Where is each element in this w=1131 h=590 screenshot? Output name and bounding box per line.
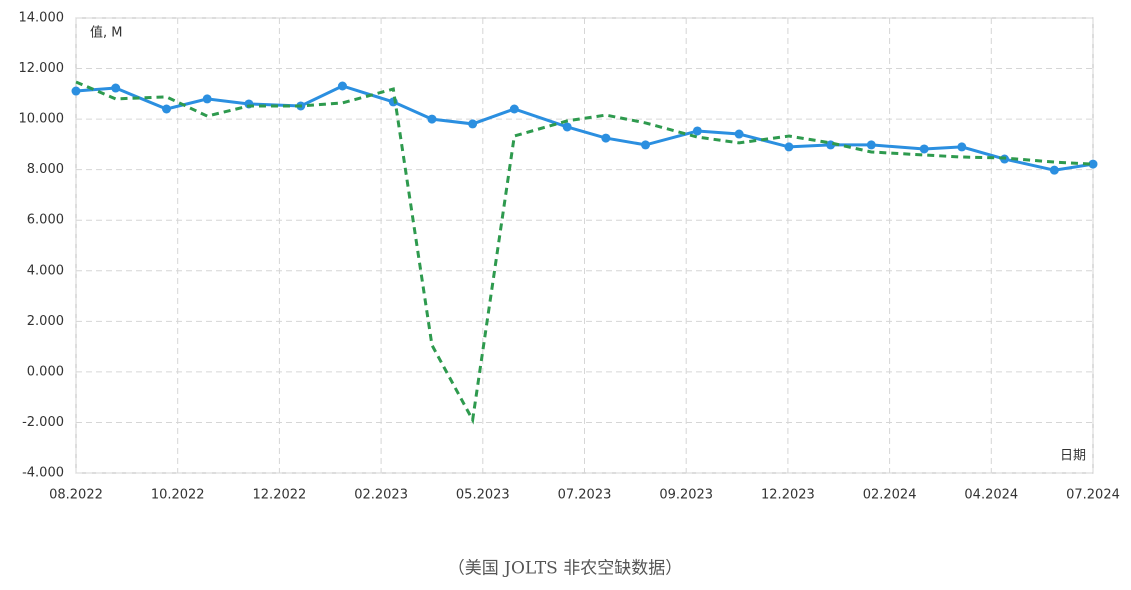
- data-point: [111, 83, 121, 93]
- caption: （美国 JOLTS 非农空缺数据）: [448, 559, 682, 579]
- data-point: [1049, 165, 1059, 175]
- data-point: [957, 142, 967, 152]
- data-point: [1088, 159, 1098, 169]
- y-tick-label: 4.000: [27, 263, 64, 278]
- series-line: [75, 84, 1094, 172]
- x-tick-label: 02.2023: [354, 488, 408, 503]
- x-tick-label: 08.2022: [49, 488, 103, 503]
- x-tick-label: 02.2024: [863, 488, 917, 503]
- data-point: [562, 122, 572, 132]
- data-point: [427, 114, 437, 124]
- data-point: [734, 129, 744, 139]
- x-tick-label: 12.2023: [761, 488, 815, 503]
- plot-frame: [75, 17, 1094, 474]
- y-axis-label: 值, M: [90, 25, 122, 41]
- y-tick-label: 0.000: [27, 364, 64, 379]
- series-line: [75, 80, 1094, 425]
- data-point: [71, 86, 81, 96]
- x-tick-label: 12.2022: [253, 488, 307, 503]
- y-tick-label: -2.000: [22, 415, 64, 430]
- y-tick-label: 6.000: [27, 213, 64, 228]
- x-tick-label: 05.2023: [456, 488, 510, 503]
- y-tick-label: 12.000: [19, 61, 65, 76]
- data-point: [866, 140, 876, 150]
- data-point: [692, 126, 702, 136]
- y-tick-label: -4.000: [22, 466, 64, 481]
- y-tick-label: 2.000: [27, 314, 64, 329]
- data-point: [337, 81, 347, 91]
- data-point: [202, 94, 212, 104]
- data-point: [919, 144, 929, 154]
- x-tick-label: 09.2023: [659, 488, 713, 503]
- x-tick-label: 10.2022: [151, 488, 205, 503]
- data-point: [784, 142, 794, 152]
- x-tick-label: 07.2024: [1066, 488, 1120, 503]
- y-tick-label: 14.000: [19, 11, 65, 26]
- y-tick-label: 8.000: [27, 162, 64, 177]
- x-tick-label: 04.2024: [964, 488, 1018, 503]
- plot-area: [75, 17, 1094, 474]
- data-point: [509, 104, 519, 114]
- data-point: [468, 119, 478, 129]
- data-point: [162, 104, 172, 114]
- data-point: [641, 140, 651, 150]
- x-tick-label: 07.2023: [558, 488, 612, 503]
- y-tick-label: 10.000: [19, 112, 65, 127]
- data-point: [601, 133, 611, 143]
- x-axis-label: 日期: [1060, 449, 1086, 464]
